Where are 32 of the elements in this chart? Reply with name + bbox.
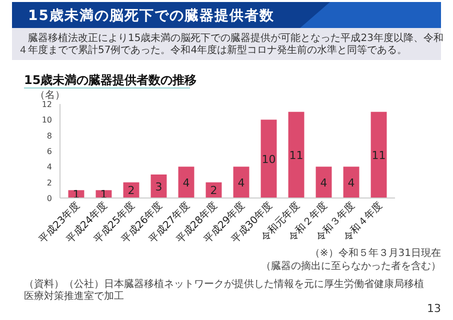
data-label: 4 (320, 176, 328, 190)
bar (288, 112, 304, 198)
bar (343, 166, 360, 198)
data-label: 4 (238, 176, 245, 190)
data-label: 11 (289, 148, 304, 162)
data-label: 4 (348, 176, 355, 190)
data-label: 4 (182, 176, 190, 190)
chart-subtitle: 臓器移植法改正により15歳未満の脳死下での臓器提供が可能となった平成23年度以降、令和４年度までで累計57例であった。令和4年度は新型コロナ発生前の水準と同等である。 (18, 32, 444, 56)
chart-title: 15歳未満の脳死下での臓器提供者数 (28, 8, 274, 24)
text: （資料）（公社）日本臓器移植ネットワークが提供した情報を元に厚生労働省健康局移植医療対策推進室で加工 (24, 278, 424, 302)
data-label: 2 (128, 184, 135, 198)
data-label: 2 (210, 184, 218, 198)
y-tick-label: 12 (42, 100, 52, 109)
bar (370, 112, 387, 198)
y-tick-label: 0 (46, 194, 52, 203)
y-tick-label: 4 (46, 162, 52, 172)
data-label: 10 (262, 152, 276, 166)
data-label: 11 (372, 148, 386, 162)
text: 13 (427, 302, 441, 315)
bar (178, 166, 194, 198)
y-tick-label: 6 (46, 147, 52, 156)
y-tick-label: 10 (42, 116, 52, 125)
text: 15歳未満の臓器提供者数の推移 (24, 73, 197, 87)
bar (316, 166, 332, 198)
y-tick-label: 2 (46, 178, 52, 188)
text: （※）令和５年３月31日現在 (310, 247, 441, 259)
text: （臓器の摘出に至らなかった者を含む） (261, 260, 441, 272)
y-axis-title: （名） (35, 89, 65, 101)
bar (260, 120, 277, 198)
y-tick-label: 8 (46, 131, 52, 140)
bar (233, 166, 250, 198)
data-label: 3 (155, 180, 162, 194)
